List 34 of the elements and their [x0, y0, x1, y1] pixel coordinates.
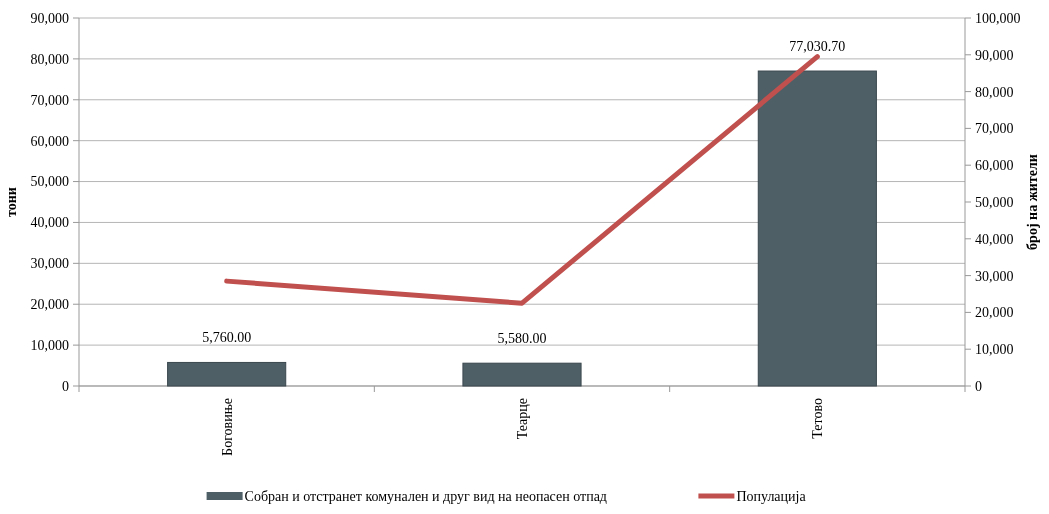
y-tick-label: 0 — [62, 378, 69, 394]
y2-tick-label: 50,000 — [975, 194, 1014, 210]
y-tick-label: 20,000 — [30, 297, 69, 313]
legend-label: Собран и отстранет комунален и друг вид на неопасен отпад — [244, 488, 607, 504]
data-label: 5,580.00 — [497, 331, 547, 347]
y-tick-label: 60,000 — [30, 133, 69, 149]
y2-tick-label: 30,000 — [975, 268, 1014, 284]
bar — [757, 70, 877, 387]
y2-tick-label: 40,000 — [975, 231, 1014, 247]
y2-tick-label: 0 — [975, 378, 982, 394]
y2-tick-label: 100,000 — [975, 10, 1021, 26]
y2-tick-label: 80,000 — [975, 84, 1014, 100]
data-label: 5,760.00 — [202, 330, 252, 346]
y-tick-label: 10,000 — [30, 338, 69, 354]
data-label: 77,030.70 — [789, 39, 846, 55]
y-tick-label: 90,000 — [30, 10, 69, 26]
legend-label: Популација — [736, 488, 807, 504]
y-tick-label: 40,000 — [30, 215, 69, 231]
y-axis-title: тони — [4, 187, 19, 217]
y-tick-label: 80,000 — [30, 51, 69, 67]
y-tick-label: 70,000 — [30, 92, 69, 108]
bar — [167, 361, 287, 387]
y2-tick-label: 60,000 — [975, 158, 1014, 174]
y2-tick-label: 70,000 — [975, 121, 1014, 137]
y2-axis-title: број на жители — [1025, 154, 1040, 250]
bar — [462, 362, 582, 387]
x-tick-label: Теарце — [514, 398, 530, 440]
x-tick-label: Тетово — [810, 398, 826, 439]
y-tick-label: 30,000 — [30, 256, 69, 272]
y2-tick-label: 90,000 — [975, 47, 1014, 63]
x-tick-label: Боговиње — [219, 398, 235, 456]
y-tick-label: 50,000 — [30, 174, 69, 190]
y2-tick-label: 20,000 — [975, 305, 1014, 321]
y2-tick-label: 10,000 — [975, 342, 1014, 358]
